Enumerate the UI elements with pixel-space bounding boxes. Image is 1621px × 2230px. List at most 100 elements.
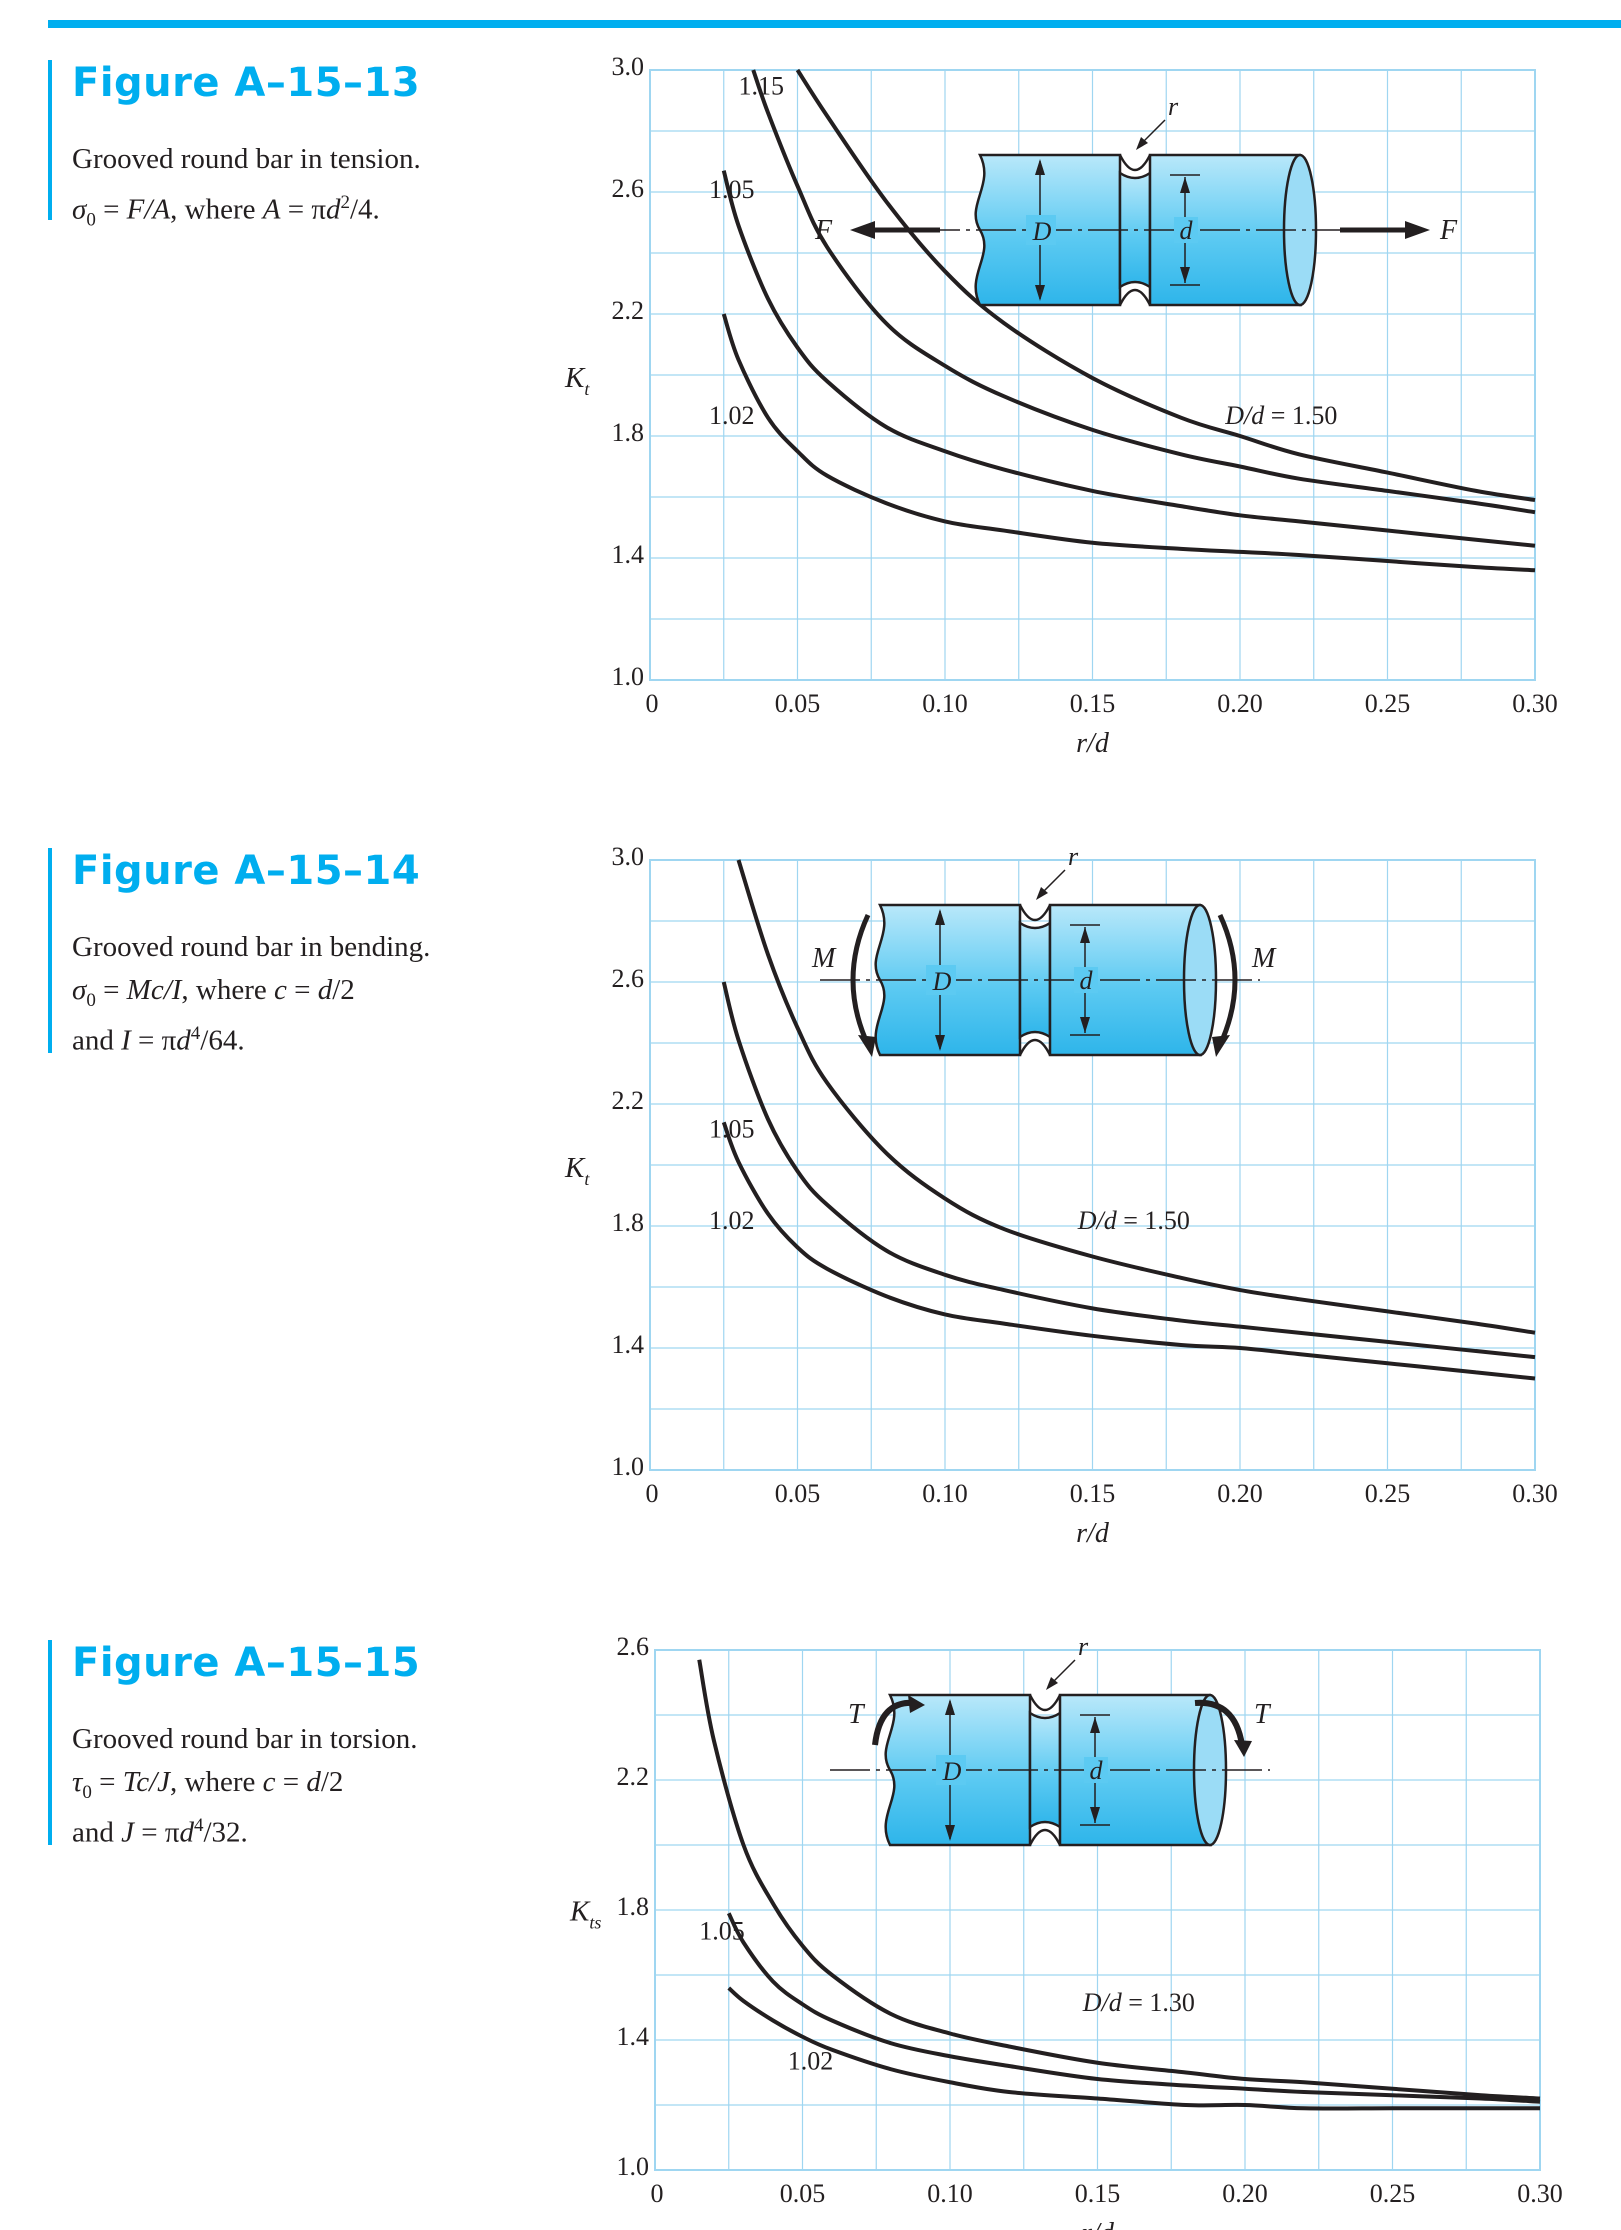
- series-label: 1.05: [709, 1115, 755, 1144]
- diagram-label-r: r: [1078, 1632, 1089, 1661]
- x-tick-label: 0.20: [1217, 1479, 1263, 1508]
- load-label-right: F: [1439, 215, 1458, 246]
- y-tick-label: 2.6: [612, 964, 645, 993]
- caption-line: and J = πd4/32.: [72, 1815, 248, 1849]
- groove-bottom: [1018, 1038, 1052, 1056]
- dim-arrows-D: [1035, 159, 1045, 301]
- diagram-label-d: d: [1090, 1756, 1104, 1785]
- y-axis-label: Kt: [564, 362, 590, 399]
- radius-arrow: [1036, 887, 1048, 900]
- plot-frame: [649, 859, 1536, 1471]
- x-tick-label: 0.10: [922, 1479, 968, 1508]
- y-tick-label: 3.0: [612, 842, 645, 871]
- y-axis-label: Kts: [569, 1895, 601, 1932]
- moment-arrowhead-right: [1212, 1035, 1230, 1057]
- groove-bottom: [1028, 1828, 1062, 1846]
- y-tick-label: 2.6: [617, 1632, 650, 1661]
- diagram-label-r: r: [1168, 92, 1179, 121]
- caption-line: Grooved round bar in tension.: [72, 143, 421, 175]
- y-axis-label: Kt: [564, 1152, 590, 1189]
- x-tick-label: 0: [651, 2179, 664, 2208]
- series-line: [751, 69, 1536, 515]
- caption-line: τ0 = Tc/J, where c = d/2: [72, 1766, 344, 1803]
- figure-title: Figure A–15–13: [72, 60, 421, 106]
- radius-arrow: [1046, 1677, 1058, 1690]
- x-tick-label: 0.15: [1070, 1479, 1116, 1508]
- x-axis-label: r/d: [1081, 2218, 1115, 2230]
- load-label-right: T: [1254, 1699, 1272, 1730]
- x-tick-label: 0.05: [780, 2179, 826, 2208]
- y-tick-label: 1.4: [617, 2022, 650, 2051]
- x-tick-label: 0.25: [1365, 1479, 1411, 1508]
- top-rule: [48, 20, 1621, 28]
- series-line: [721, 981, 1536, 1360]
- diagram-label-D: D: [1032, 217, 1052, 246]
- groove-top: [1018, 904, 1052, 922]
- y-tick-label: 1.0: [612, 662, 645, 691]
- series-line: [726, 1912, 1541, 2104]
- moment-arrow-left: [850, 913, 871, 1047]
- groove-top: [1118, 154, 1152, 172]
- series-label: 1.02: [709, 401, 755, 430]
- dim-arrows-D: [935, 909, 945, 1051]
- chart-figure-13: 0 0.05 0.10 0.15 0.20 0.25 0.30 1.0 1.4 1.8 2.2 2.6…: [564, 52, 1558, 759]
- diagram-label-D: D: [942, 1757, 962, 1786]
- x-tick-label: 0.15: [1075, 2179, 1121, 2208]
- caption-line: σ0 = F/A, where A = πd2/4.: [72, 192, 380, 231]
- x-tick-label: 0.15: [1070, 689, 1116, 718]
- y-tick-label: 1.0: [617, 2152, 650, 2181]
- x-tick-label: 0.30: [1517, 2179, 1563, 2208]
- x-tick-label: 0.05: [775, 689, 821, 718]
- x-tick-label: 0.20: [1217, 689, 1263, 718]
- load-arrowhead-right: [1405, 221, 1430, 239]
- figure-caption: Grooved round bar in bending. σ0 = Mc/I,…: [72, 926, 431, 1057]
- caption-line: and I = πd4/64.: [72, 1023, 245, 1057]
- chart-figure-15: 0 0.05 0.10 0.15 0.20 0.25 0.30 1.0 1.4 1.8 2.2 2.6…: [569, 1632, 1563, 2230]
- dim-arrows-D: [945, 1699, 955, 1841]
- y-tick-label: 2.2: [612, 1086, 645, 1115]
- series-line: [795, 68, 1536, 503]
- y-tick-label: 2.2: [612, 296, 645, 325]
- series-label: 1.02: [709, 1206, 755, 1235]
- x-tick-label: 0.25: [1365, 689, 1411, 718]
- load-label-right: M: [1251, 943, 1277, 974]
- y-tick-label: 3.0: [612, 52, 645, 81]
- y-tick-label: 1.0: [612, 1452, 645, 1481]
- diagram-label-d: d: [1080, 966, 1094, 995]
- plot-frame: [649, 69, 1536, 681]
- y-tick-label: 1.4: [612, 540, 645, 569]
- x-tick-label: 0.05: [775, 1479, 821, 1508]
- figure-14-header: Figure A–15–14 Grooved round bar in bend…: [48, 848, 508, 1057]
- diagram-label-D: D: [932, 967, 952, 996]
- series-line: [721, 313, 1536, 573]
- x-axis-label: r/d: [1076, 728, 1110, 759]
- moment-arrow-right: [1217, 913, 1238, 1047]
- figure-caption: Grooved round bar in tension. σ0 = F/A, …: [72, 138, 421, 231]
- load-label-left: T: [848, 1699, 866, 1730]
- torque-arrowhead-left: [908, 1695, 925, 1713]
- load-label-left: M: [811, 943, 837, 974]
- series-line: [727, 1986, 1540, 2111]
- series-label: 1.05: [699, 1916, 745, 1945]
- series-line: [721, 170, 1536, 548]
- torque-arrow-left: [872, 1699, 916, 1746]
- y-tick-label: 1.8: [617, 1892, 650, 1921]
- y-tick-label: 1.4: [612, 1330, 645, 1359]
- figure-accent-bar: [48, 848, 52, 1053]
- series-label: 1.02: [788, 2046, 834, 2075]
- x-tick-label: 0.30: [1512, 689, 1558, 718]
- series-line: [697, 1659, 1541, 2101]
- torque-arrowhead-right: [1234, 1740, 1252, 1757]
- series-line: [736, 859, 1536, 1335]
- figure-accent-bar: [48, 1640, 52, 1845]
- x-tick-label: 0.25: [1370, 2179, 1416, 2208]
- radius-arrow: [1136, 137, 1148, 150]
- y-tick-label: 1.8: [612, 418, 645, 447]
- x-tick-label: 0: [646, 1479, 659, 1508]
- caption-line: Grooved round bar in bending.: [72, 931, 431, 963]
- x-tick-label: 0: [646, 689, 659, 718]
- diagram-label-d: d: [1180, 216, 1194, 245]
